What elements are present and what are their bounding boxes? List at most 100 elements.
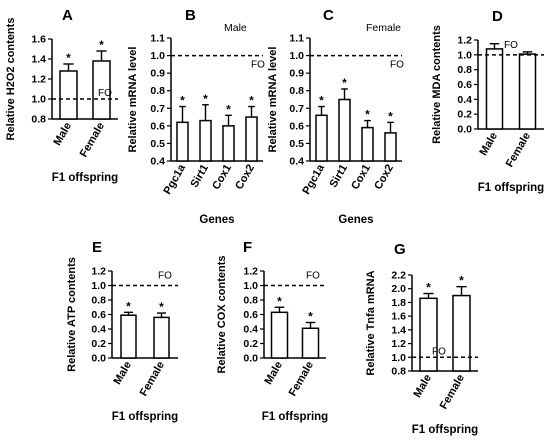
y-tick-label: 0.8 — [457, 64, 472, 76]
y-tick-label: 0.4 — [150, 156, 165, 168]
x-axis-title: F1 offspring — [52, 172, 118, 184]
y-tick-label: 1.2 — [91, 266, 106, 278]
panel-label: G — [394, 241, 406, 258]
category-label: Cox2 — [233, 163, 257, 192]
y-tick-label: 0.0 — [457, 124, 472, 136]
y-tick-label: 1.2 — [243, 266, 258, 278]
panel-d: D 0.0 0.2 0.4 0.6 0.8 1.0 1.2 Relative MDA conte… — [431, 8, 544, 194]
bar — [452, 294, 471, 372]
bar — [59, 70, 78, 120]
y-tick-label: 0.6 — [289, 120, 304, 132]
y-axis-title: Relative mRNA level — [267, 47, 279, 153]
significance-star: * — [99, 38, 104, 52]
significance-star: * — [203, 92, 208, 106]
x-axis-title: F1 offspring — [262, 411, 328, 423]
bar — [518, 53, 537, 130]
bar — [384, 132, 397, 162]
bar — [315, 114, 328, 162]
significance-star: * — [342, 76, 347, 90]
y-axis-title: Relative COX contents — [216, 256, 228, 374]
significance-star: * — [426, 281, 431, 295]
y-tick-label: 1.4 — [391, 324, 406, 336]
bar — [485, 48, 504, 130]
panel-label: B — [185, 7, 196, 24]
y-tick-label: 1.2 — [457, 35, 472, 47]
category-label: Female — [138, 360, 167, 399]
significance-star: * — [365, 108, 370, 122]
panel-g: G 0.8 1.0 1.2 1.41.6 1.8 2.02.2 Relative Tnfa m… — [365, 241, 478, 436]
y-tick-label: 1.0 — [457, 49, 472, 61]
y-tick-label: 1.2 — [31, 74, 46, 86]
x-axis-title: F1 offspring — [478, 182, 544, 194]
category-label: Cox1 — [349, 163, 373, 192]
category-label: Male — [411, 373, 434, 400]
y-tick-label: 0.8 — [150, 85, 165, 97]
bar — [338, 98, 351, 162]
category-label: Female — [438, 373, 467, 412]
category-label: Pgc1a — [300, 162, 327, 197]
y-tick-label: 0.7 — [150, 103, 165, 115]
y-tick-label: 0.4 — [457, 94, 472, 106]
significance-star: * — [226, 102, 231, 116]
significance-star: * — [388, 109, 393, 123]
panel-label: E — [92, 239, 102, 256]
y-tick-label: 1.1 — [150, 33, 165, 45]
significance-star: * — [66, 51, 71, 65]
bar — [270, 311, 289, 359]
reference-label: FO — [390, 60, 404, 71]
y-tick-label: 1.0 — [31, 94, 46, 106]
reference-label: FO — [432, 346, 446, 357]
y-tick-label: 0.6 — [91, 309, 106, 321]
bar — [222, 125, 235, 162]
panel-label: A — [62, 7, 73, 24]
y-tick-label: 0.6 — [150, 120, 165, 132]
panel-f: F 0.0 0.2 0.4 0.6 0.8 1.0 1.2 Relative COX conte… — [216, 239, 328, 423]
reference-label: FO — [158, 271, 172, 282]
panel-subtitle: Male — [224, 22, 247, 34]
y-tick-label: 1.0 — [91, 280, 106, 292]
reference-label: FO — [98, 88, 112, 99]
panel-label: C — [323, 7, 334, 24]
y-tick-label: 0.7 — [289, 103, 304, 115]
y-tick-label: 0.4 — [289, 156, 304, 168]
y-tick-label: 1.8 — [391, 297, 406, 309]
y-tick-label: 0.8 — [31, 114, 46, 126]
panel-label: F — [243, 239, 252, 256]
y-tick-label: 2.2 — [391, 270, 406, 282]
bar — [176, 121, 189, 162]
reference-label: FO — [251, 60, 265, 71]
y-tick-label: 1.2 — [391, 338, 406, 350]
category-label: Female — [287, 360, 316, 399]
panel-subtitle: Female — [366, 22, 401, 34]
bar — [245, 116, 258, 162]
bar — [199, 119, 212, 162]
y-tick-label: 0.4 — [91, 324, 106, 336]
y-tick-label: 1.0 — [391, 352, 406, 364]
y-tick-label: 0.2 — [91, 338, 106, 350]
y-tick-label: 0.4 — [243, 324, 258, 336]
y-tick-label: 1.1 — [289, 33, 304, 45]
category-label: Male — [111, 360, 134, 387]
y-axis-title: Relative H2O2 contents — [5, 18, 17, 141]
category-label: Pgc1a — [161, 162, 188, 197]
significance-star: * — [249, 94, 254, 108]
x-axis-title: Genes — [199, 214, 234, 226]
category-label: Male — [51, 121, 74, 148]
significance-star: * — [180, 94, 185, 108]
x-axis-title: F1 offspring — [412, 424, 478, 436]
significance-star: * — [159, 300, 164, 314]
y-tick-label: 0.5 — [289, 138, 304, 150]
x-axis-title: F1 offspring — [112, 411, 178, 423]
category-label: Sirt1 — [327, 163, 350, 190]
y-tick-label: 0.6 — [457, 79, 472, 91]
category-label: Cox2 — [372, 163, 396, 192]
y-tick-label: 0.2 — [457, 109, 472, 121]
reference-label: FO — [504, 40, 518, 51]
bar — [153, 316, 170, 359]
significance-star: * — [308, 309, 313, 323]
y-tick-label: 0.2 — [243, 338, 258, 350]
significance-star: * — [126, 299, 131, 313]
y-tick-label: 0.8 — [91, 295, 106, 307]
y-tick-label: 1.0 — [243, 280, 258, 292]
